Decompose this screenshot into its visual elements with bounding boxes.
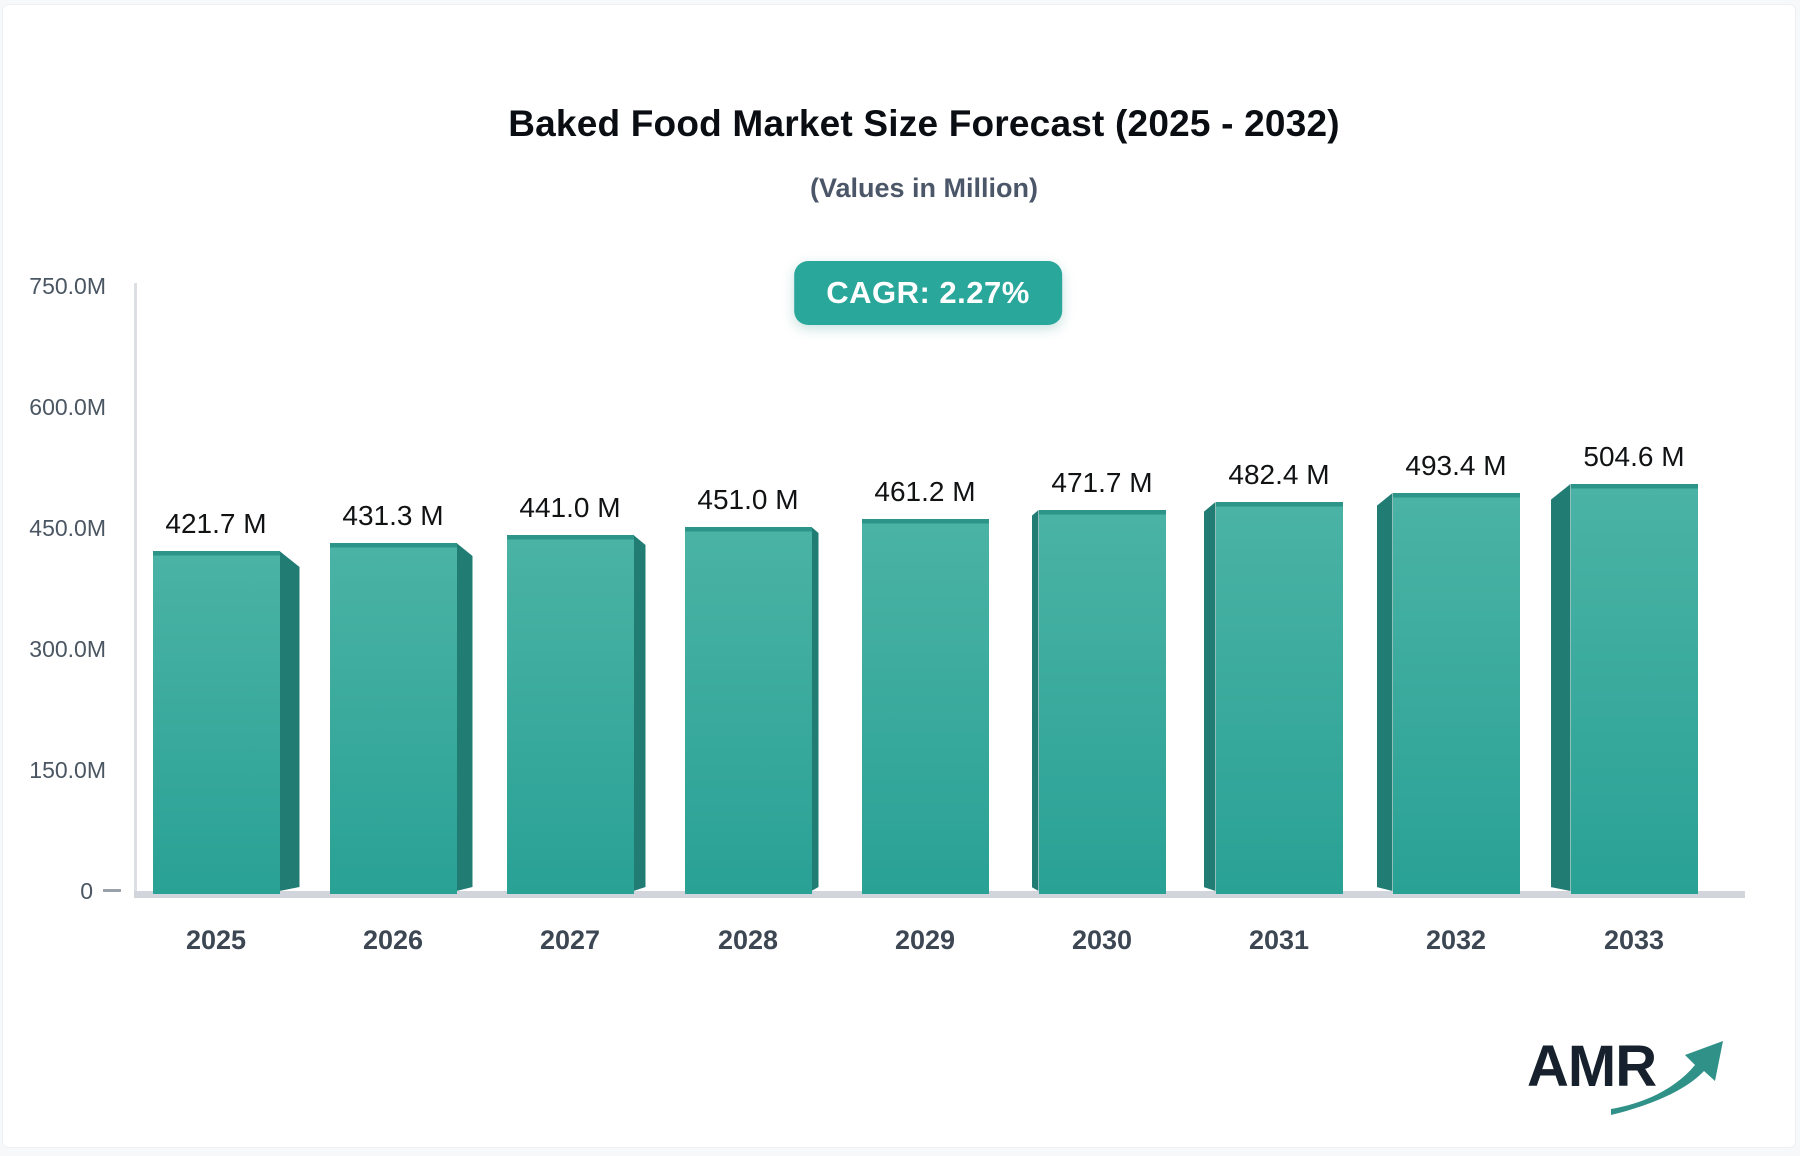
- x-axis-label-2032: 2032: [1425, 925, 1487, 955]
- y-axis-label: 600.0M: [29, 394, 106, 420]
- bar-value-label: 493.4 M: [1405, 450, 1507, 481]
- y-axis-line: [134, 283, 137, 897]
- cagr-badge-text: CAGR: 2.27%: [826, 275, 1030, 310]
- bar-side-face: [1204, 502, 1216, 891]
- chart-subtitle: (Values in Million): [809, 173, 1039, 203]
- bar-side-face: [1377, 493, 1393, 891]
- bar-side-face: [812, 527, 819, 891]
- y-axis-label: 450.0M: [29, 515, 106, 541]
- x-axis-line: [134, 891, 1745, 898]
- zero-tick-mark: [103, 889, 121, 892]
- bar-front-face: [861, 519, 989, 894]
- x-axis-label-2028: 2028: [717, 925, 779, 955]
- bar-front-face: [1392, 493, 1520, 894]
- x-axis-label-2030: 2030: [1071, 925, 1133, 955]
- bar-value-label: 441.0 M: [519, 492, 621, 523]
- bar-value-label: 471.7 M: [1051, 467, 1153, 498]
- y-axis-label: 750.0M: [29, 273, 106, 299]
- bar-front-face: [1215, 502, 1343, 894]
- plot-area: 750.0M 600.0M 450.0M 300.0M 150.0M 0 421.7 M 4…: [3, 5, 1800, 1156]
- bar-value-label: 461.2 M: [874, 476, 976, 507]
- bar-value-label: 504.6 M: [1583, 441, 1685, 472]
- bar-value-label: 421.7 M: [165, 508, 267, 539]
- growth-arrow-icon: [1611, 1041, 1723, 1115]
- y-axis-label: 150.0M: [29, 757, 106, 783]
- y-axis-label: 300.0M: [29, 636, 106, 662]
- bar-side-face: [280, 551, 300, 891]
- x-axis-label-2031: 2031: [1248, 925, 1310, 955]
- amr-logo[interactable]: AMR: [1527, 1027, 1727, 1127]
- bar-front-face: [329, 543, 457, 894]
- y-axis-label: 0: [80, 878, 93, 904]
- bar-front-face: [1038, 510, 1166, 894]
- chart-card: Baked Food Market Size Forecast (2025 - …: [2, 4, 1796, 1148]
- bar-front-face: [1570, 484, 1698, 894]
- bar-front-face: [506, 535, 634, 894]
- bar-side-face: [1032, 510, 1039, 891]
- bar-side-face: [457, 543, 473, 891]
- amr-logo-text: AMR: [1527, 1034, 1657, 1099]
- bar-side-face: [634, 535, 646, 891]
- x-axis-label-2027: 2027: [539, 925, 601, 955]
- x-axis-label-2025: 2025: [185, 925, 247, 955]
- bar-side-face: [1551, 484, 1571, 891]
- x-axis-label-2029: 2029: [894, 925, 956, 955]
- x-axis-label-2026: 2026: [362, 925, 424, 955]
- x-axis-label-2033: 2033: [1603, 925, 1665, 955]
- bar-value-label: 482.4 M: [1228, 459, 1330, 490]
- chart-title: Baked Food Market Size Forecast (2025 - …: [508, 103, 1340, 144]
- cagr-badge: CAGR: 2.27%: [794, 261, 1062, 325]
- bar-front-face: [152, 551, 280, 894]
- bar-value-label: 451.0 M: [697, 484, 799, 515]
- bar-value-label: 431.3 M: [342, 500, 444, 531]
- bar-front-face: [684, 527, 812, 894]
